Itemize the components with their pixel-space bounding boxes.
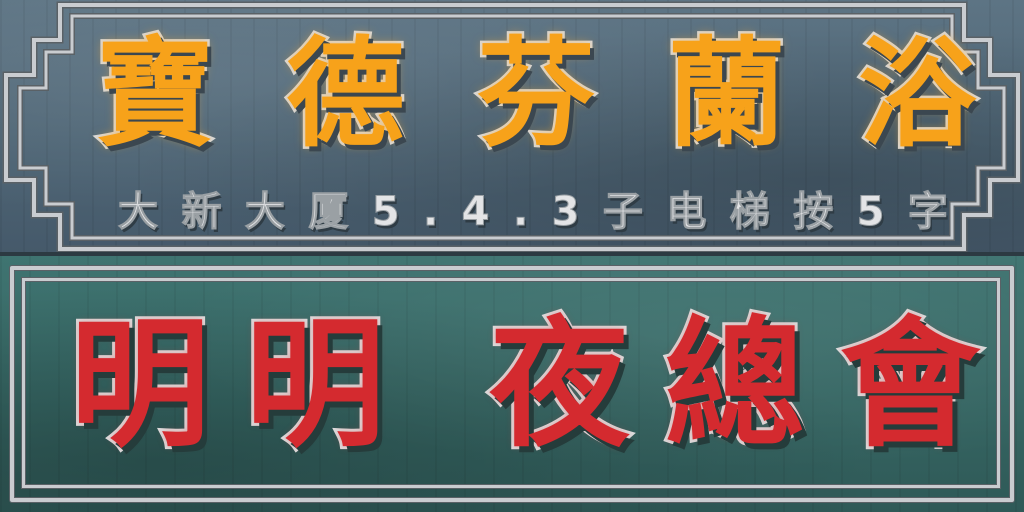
- bottom-sign-outer-frame: [10, 266, 1014, 502]
- bottom-sign-title: 明 明 夜 總 會: [67, 300, 983, 470]
- top-sign-title: 寶 德 芬 蘭 浴: [93, 14, 978, 174]
- title-char: 浴: [855, 24, 978, 163]
- title-char: 總: [662, 303, 808, 467]
- address-char: .: [512, 189, 529, 235]
- address-char: 5: [371, 189, 400, 235]
- top-neon-sign: 寶 德 芬 蘭 浴 大 新 大 厦 5 . 4 . 3 子 电 梯 按 5 字: [0, 0, 1024, 254]
- title-char: 夜: [487, 303, 633, 467]
- top-sign-address: 大 新 大 厦 5 . 4 . 3 子 电 梯 按 5 字: [118, 184, 949, 240]
- title-char: 蘭: [665, 24, 788, 163]
- title-char: 芬: [474, 24, 597, 163]
- bottom-neon-sign: [0, 256, 1024, 512]
- top-sign-frame: [2, 1, 1022, 253]
- title-char: 明: [67, 303, 213, 467]
- address-char: 按: [793, 189, 834, 235]
- address-char: 大: [244, 189, 285, 235]
- address-char: 3: [551, 189, 580, 235]
- address-char: 子: [602, 189, 643, 235]
- bottom-sign-inner-frame: [22, 278, 1000, 488]
- title-char: 德: [284, 24, 407, 163]
- address-char: 4: [461, 189, 490, 235]
- sign-divider: [0, 252, 1024, 258]
- title-char: 明: [242, 303, 388, 467]
- address-char: 梯: [729, 189, 770, 235]
- title-char: 會: [837, 303, 983, 467]
- address-char: 字: [907, 189, 948, 235]
- address-char: 5: [856, 189, 885, 235]
- address-char: 电: [666, 189, 707, 235]
- address-char: 新: [181, 189, 222, 235]
- address-char: .: [423, 189, 439, 235]
- title-char: 寶: [93, 24, 216, 163]
- address-char: 大: [118, 189, 159, 235]
- address-char: 厦: [308, 189, 349, 235]
